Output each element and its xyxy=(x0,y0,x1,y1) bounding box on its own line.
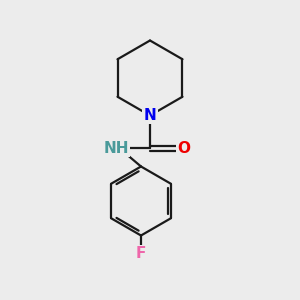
Text: N: N xyxy=(144,108,156,123)
Text: NH: NH xyxy=(103,141,129,156)
Text: F: F xyxy=(136,246,146,261)
Text: O: O xyxy=(177,141,190,156)
